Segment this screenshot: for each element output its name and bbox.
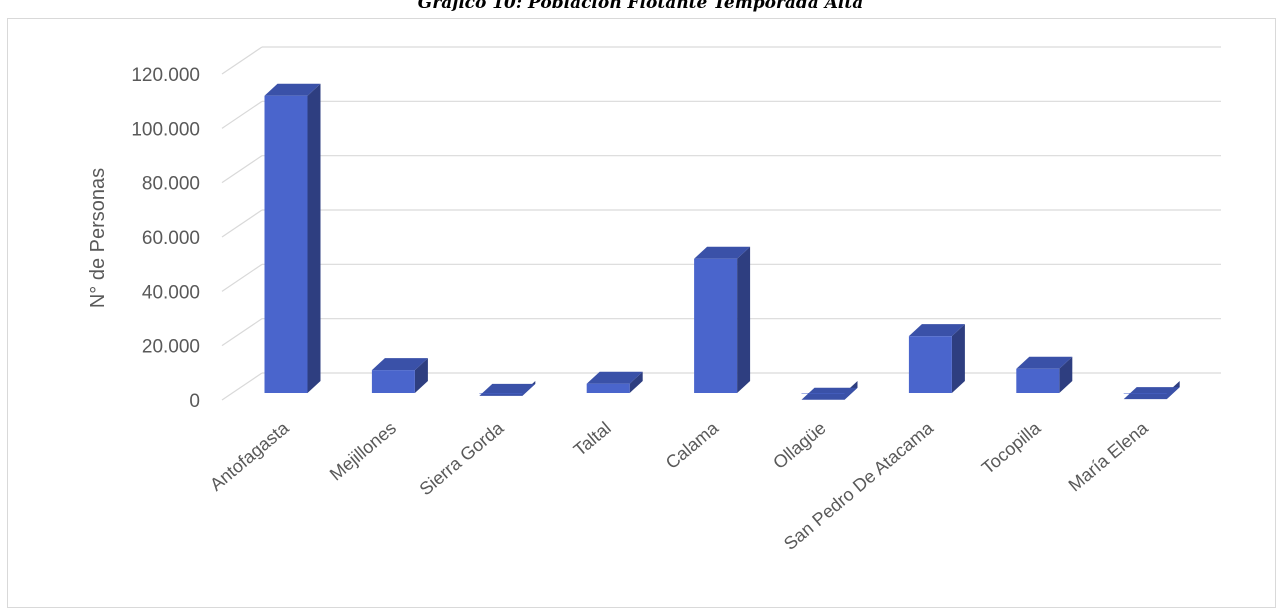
y-tick-label: 80.000 bbox=[142, 174, 200, 195]
y-tick-label: 100.000 bbox=[131, 119, 200, 140]
bar-top bbox=[586, 371, 643, 384]
y-axis-ticks: 0 20.000 40.000 60.000 80.000 100.000 120.000 bbox=[131, 65, 200, 412]
bar-front bbox=[1123, 393, 1167, 394]
x-axis-ticks: Antofagasta Mejillones Sierra Gorda Taltal C… bbox=[206, 417, 1152, 554]
x-tick-label: Sierra Gorda bbox=[416, 417, 509, 499]
y-tick-label: 40.000 bbox=[142, 282, 200, 303]
bar bbox=[908, 324, 965, 393]
bar bbox=[1016, 356, 1073, 393]
gridline-diagonal bbox=[221, 46, 263, 75]
x-tick-label: Tocopilla bbox=[978, 417, 1045, 478]
bar-front bbox=[801, 393, 845, 394]
gridline-diagonal bbox=[221, 318, 263, 347]
bar bbox=[801, 381, 858, 400]
bar-side bbox=[414, 358, 428, 393]
bar-front bbox=[371, 370, 415, 393]
x-tick-label: Calama bbox=[662, 417, 723, 473]
bar-side bbox=[737, 246, 751, 393]
bar-side bbox=[307, 83, 321, 393]
bars bbox=[264, 83, 1180, 400]
bar-side bbox=[629, 371, 643, 393]
x-tick-label: María Elena bbox=[1065, 417, 1153, 495]
gridline-diagonal bbox=[221, 155, 263, 184]
bar bbox=[264, 83, 321, 393]
gridline-diagonal bbox=[221, 263, 263, 292]
bar-top bbox=[801, 387, 858, 400]
bar-top bbox=[479, 383, 536, 396]
bar-top bbox=[264, 83, 321, 96]
chart-frame bbox=[7, 18, 1276, 608]
bar bbox=[479, 381, 536, 396]
y-axis-label: N° de Personas bbox=[87, 168, 109, 308]
bar bbox=[371, 358, 428, 393]
bar-top bbox=[371, 358, 428, 371]
y-tick-label: 60.000 bbox=[142, 228, 200, 249]
gridline-diagonal bbox=[221, 209, 263, 238]
bar-side bbox=[1059, 356, 1073, 393]
bar-front bbox=[586, 383, 630, 393]
bar-top bbox=[908, 324, 965, 337]
bar-front bbox=[1016, 368, 1060, 393]
bar-front bbox=[264, 95, 308, 393]
gridline-diagonal bbox=[221, 372, 263, 401]
x-tick-label: Mejillones bbox=[326, 418, 400, 485]
x-tick-label: Taltal bbox=[570, 418, 615, 460]
bar-front bbox=[479, 393, 523, 394]
chart-title: Gráfico 10: Población Flotante Temporada… bbox=[417, 0, 864, 13]
bar bbox=[1123, 381, 1180, 400]
y-tick-label: 0 bbox=[189, 391, 200, 412]
x-tick-label: Antofagasta bbox=[206, 417, 293, 495]
bar-top bbox=[1016, 356, 1073, 369]
bar-side bbox=[951, 324, 965, 393]
gridline-diagonal bbox=[221, 100, 263, 129]
x-tick-label: Ollagüe bbox=[769, 418, 829, 473]
bar bbox=[694, 246, 751, 393]
y-tick-label: 20.000 bbox=[142, 337, 200, 358]
bar-top bbox=[694, 246, 751, 259]
y-tick-label: 120.000 bbox=[131, 65, 200, 86]
bar bbox=[586, 371, 643, 393]
bar-front bbox=[694, 258, 738, 393]
bar-front bbox=[908, 336, 952, 393]
